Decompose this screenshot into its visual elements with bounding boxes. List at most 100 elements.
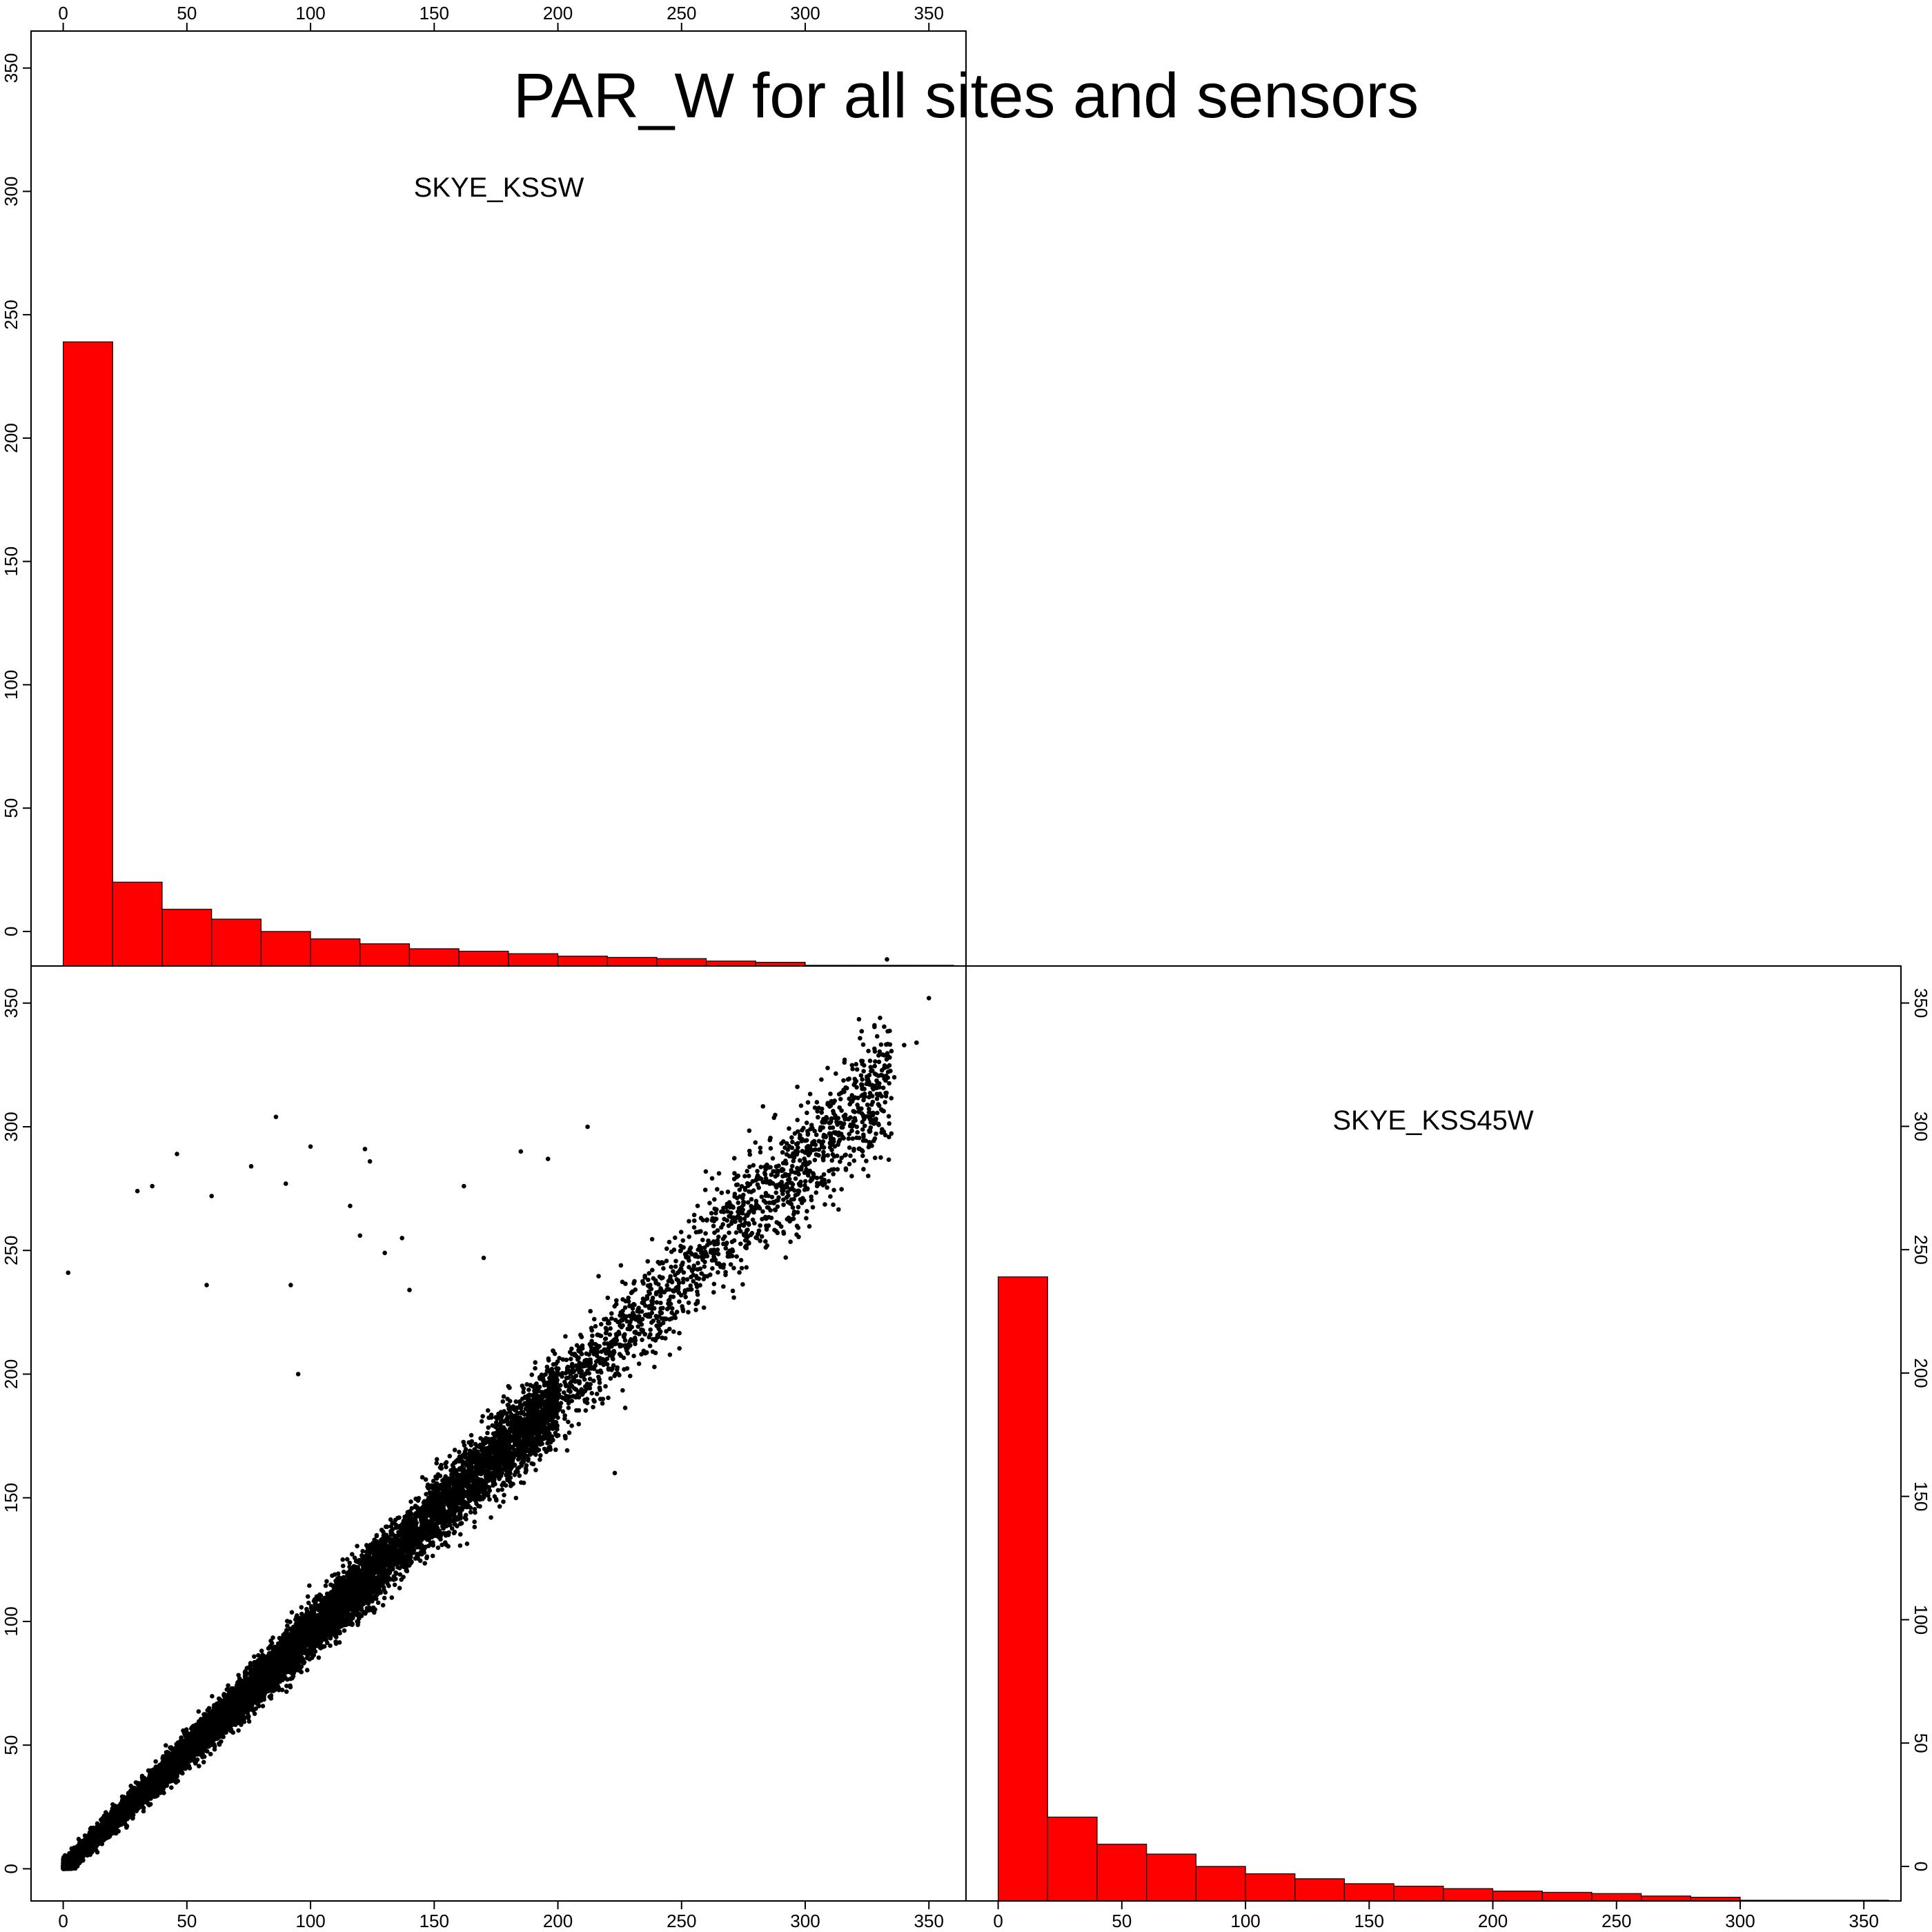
scatter-point: [397, 1572, 403, 1577]
scatter-point: [793, 1176, 798, 1181]
scatter-point: [602, 1337, 608, 1341]
scatter-point: [518, 1480, 524, 1485]
scatter-point: [664, 1246, 669, 1251]
scatter-point: [687, 1234, 692, 1239]
scatter-point: [731, 1156, 737, 1161]
scatter-point: [739, 1184, 745, 1189]
scatter-point: [671, 1329, 676, 1334]
scatter-point: [819, 1110, 825, 1115]
scatter-point: [834, 1071, 838, 1076]
scatter-point: [742, 1216, 747, 1221]
scatter-point: [430, 1553, 435, 1559]
scatter-point: [796, 1225, 801, 1230]
scatter-point: [609, 1316, 614, 1321]
scatter-point: [781, 1202, 786, 1208]
scatter-point: [838, 1096, 843, 1102]
scatter-point: [480, 1414, 485, 1419]
scatter-point: [838, 1159, 842, 1164]
scatter-point: [360, 1548, 365, 1554]
scatter-points: [61, 957, 931, 1871]
scatter-point: [533, 1468, 538, 1472]
scatter-point: [526, 1387, 531, 1392]
scatter-point: [779, 1141, 784, 1146]
scatter-point: [529, 1372, 535, 1377]
scatter-point: [576, 1421, 581, 1427]
scatter-point: [564, 1448, 570, 1453]
scatter-point: [591, 1317, 597, 1322]
scatter-point: [606, 1395, 611, 1401]
scatter-point: [796, 1145, 800, 1150]
scatter-point: [444, 1464, 448, 1470]
scatter-point: [196, 1709, 201, 1714]
scatter-point: [639, 1352, 644, 1357]
scatter-point: [625, 1326, 631, 1332]
scatter-point: [270, 1635, 275, 1640]
scatter-point: [878, 1042, 884, 1047]
scatter-point: [737, 1187, 742, 1192]
scatter-point: [560, 1409, 566, 1414]
hist-skye-kssw-y-tick-label: 200: [1, 423, 21, 453]
scatter-point: [344, 1557, 350, 1562]
scatter-point: [711, 1239, 716, 1244]
scatter-point: [816, 1181, 821, 1187]
hist-skye-kssw-y-tick-label: 150: [1, 546, 21, 576]
scatter-point: [753, 1140, 758, 1145]
hist-skye-kssw-y-tick-label: 300: [1, 177, 21, 206]
scatter-point: [795, 1084, 800, 1090]
scatter-point: [597, 1380, 602, 1386]
hist-skye-kssw-bars: [63, 341, 954, 967]
scatter-point: [457, 1450, 462, 1455]
scatter-point: [566, 1419, 571, 1424]
hist-skye-kssw-x-tick-label: 150: [420, 3, 449, 23]
scatter-point: [807, 1224, 812, 1229]
scatter-point: [489, 1515, 493, 1520]
scatter-point: [787, 1126, 791, 1131]
scatter-point: [732, 1171, 737, 1176]
scatter-point: [725, 1190, 731, 1194]
scatter-point: [642, 1274, 647, 1280]
scatter-point: [773, 1112, 778, 1118]
hist-skye-kssw-bar: [161, 909, 213, 967]
hist-skye-kssw-bar: [310, 938, 361, 967]
scatter-point: [789, 1163, 795, 1169]
scatter-point: [447, 1454, 453, 1459]
hist-skye-kssw-bar: [706, 960, 756, 967]
scatter-point: [169, 1785, 174, 1790]
scatter-point: [740, 1282, 745, 1287]
scatter-point: [716, 1171, 722, 1176]
scatter-point: [464, 1541, 470, 1546]
hist-skye-kssw-x-tick-label: 200: [543, 3, 573, 23]
scatter-point: [683, 1294, 688, 1299]
scatter-point: [452, 1448, 457, 1452]
scatter-point: [423, 1477, 428, 1482]
scatter-point: [723, 1245, 729, 1251]
scatter-point: [703, 1231, 708, 1236]
scatter-point: [645, 1277, 651, 1283]
scatter-point: [825, 1185, 830, 1190]
scatter-point: [763, 1239, 768, 1244]
panels-layer: 0 50 100 150 200 250 300 3500501001502002503003…: [1, 3, 1931, 1931]
hist-skye-kssw-bar: [211, 918, 262, 967]
scatter-point: [814, 1190, 819, 1195]
scatter-point: [882, 1024, 887, 1029]
scatter-point: [340, 1564, 346, 1568]
scatter-point: [861, 1069, 866, 1074]
hist-skye-kssw-y-tick-label: 100: [1, 670, 21, 700]
scatter-point: [849, 1128, 854, 1134]
hist-skye-kssw-bar: [607, 956, 658, 967]
scatter-point: [266, 1646, 271, 1651]
scatter-point: [564, 1357, 569, 1363]
scatter-point: [866, 1048, 871, 1054]
scatter-point: [513, 1399, 519, 1404]
scatter-point: [468, 1510, 473, 1515]
scatter-point: [434, 1457, 440, 1462]
hist-skye-kssw-x-tick-label: 50: [177, 3, 197, 23]
scatter-point: [553, 1447, 558, 1452]
scatter-point: [854, 1135, 859, 1141]
hist-skye-kssw-bar: [260, 931, 311, 967]
scatter-point: [780, 1197, 786, 1202]
scatter-point: [825, 1153, 830, 1158]
scatter-point: [783, 1255, 789, 1260]
scatter-point: [770, 1156, 776, 1161]
scatter-point: [284, 1684, 289, 1688]
